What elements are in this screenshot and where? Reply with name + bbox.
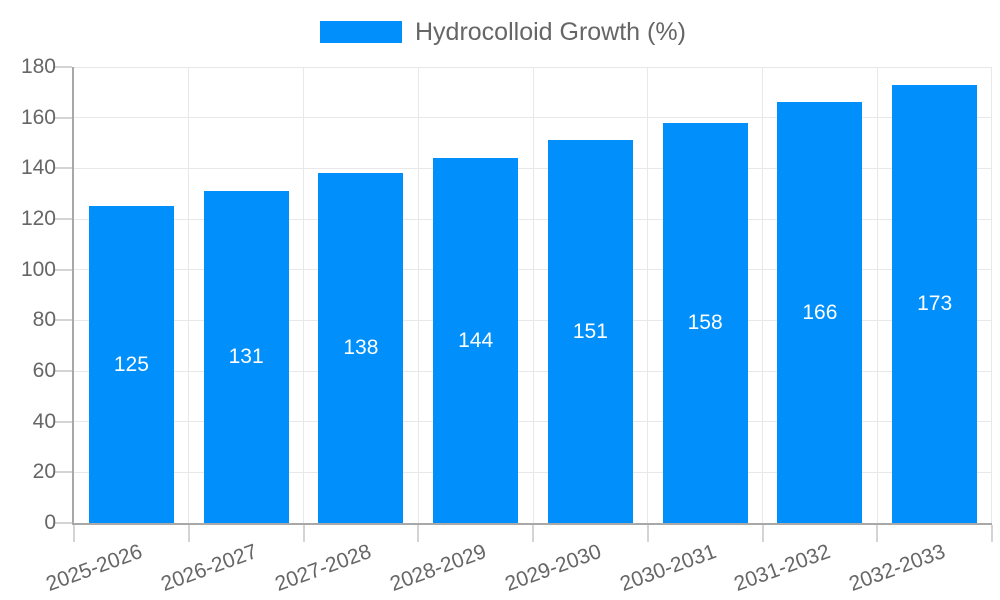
bar-value-label: 151 xyxy=(572,319,608,343)
bar-value-label: 166 xyxy=(802,300,838,324)
y-axis-tick xyxy=(54,116,72,119)
x-axis-tick-label: 2029-2030 xyxy=(501,540,605,596)
gridline-vertical xyxy=(532,67,534,523)
y-axis-tick xyxy=(54,66,72,68)
y-axis-tick-label: 40 xyxy=(32,409,56,433)
y-axis-tick xyxy=(54,420,72,423)
bar-value-label: 125 xyxy=(113,352,149,376)
y-axis-tick-label: 160 xyxy=(20,105,56,129)
y-axis-tick-label: 120 xyxy=(20,207,56,230)
legend-marker[interactable] xyxy=(320,21,402,43)
bar[interactable]: 158 xyxy=(662,122,748,523)
y-axis-tick-label: 20 xyxy=(32,460,56,484)
legend-label: Hydrocolloid Growth (%) xyxy=(415,18,686,46)
x-axis-tick-label: 2025-2026 xyxy=(42,540,146,596)
x-axis-tick-label: 2026-2027 xyxy=(157,540,260,596)
x-axis-tick xyxy=(73,525,75,542)
gridline-vertical xyxy=(303,67,304,523)
x-axis-tick-label: 2032-2033 xyxy=(846,540,949,596)
x-axis-tick-label: 2027-2028 xyxy=(272,540,375,596)
y-axis-tick xyxy=(54,268,72,271)
y-axis-tick-label: 180 xyxy=(20,55,56,78)
bar[interactable]: 173 xyxy=(892,84,978,523)
y-axis-tick-label: 80 xyxy=(32,308,56,332)
x-axis-tick xyxy=(532,525,534,542)
y-axis-tick-label: 0 xyxy=(44,511,56,534)
bar[interactable]: 125 xyxy=(88,206,174,523)
bar-value-label: 158 xyxy=(687,310,723,334)
x-axis-tick-label: 2028-2029 xyxy=(387,540,490,596)
y-axis-tick xyxy=(54,370,72,372)
bar[interactable]: 144 xyxy=(433,158,519,523)
gridline-vertical xyxy=(188,67,190,523)
bar[interactable]: 151 xyxy=(547,140,633,523)
x-axis-tick-label: 2030-2031 xyxy=(616,540,719,596)
x-axis-tick xyxy=(417,525,420,542)
y-axis-tick-label: 140 xyxy=(20,156,56,180)
y-axis-line xyxy=(72,67,74,523)
x-axis-tick xyxy=(876,525,879,542)
bar[interactable]: 166 xyxy=(777,102,863,523)
gridline-vertical xyxy=(762,67,763,523)
bar-value-label: 144 xyxy=(458,328,494,352)
gridline-vertical xyxy=(991,67,992,523)
bar-value-label: 173 xyxy=(917,291,953,315)
legend[interactable]: Hydrocolloid Growth (%) xyxy=(320,18,686,46)
x-axis-tick xyxy=(991,525,993,542)
y-axis-tick xyxy=(54,471,72,474)
x-axis-tick xyxy=(761,525,764,542)
y-axis-tick-label: 60 xyxy=(32,359,56,382)
y-axis-tick xyxy=(54,522,72,524)
x-axis-tick xyxy=(187,525,190,542)
bar-value-label: 138 xyxy=(343,336,379,360)
x-axis-tick xyxy=(302,525,305,542)
bar-value-label: 131 xyxy=(228,345,264,369)
gridline-vertical xyxy=(647,67,649,523)
x-axis-tick-label: 2031-2032 xyxy=(731,540,834,596)
x-axis-tick xyxy=(646,525,649,542)
y-axis-tick xyxy=(54,167,72,170)
bar[interactable]: 138 xyxy=(318,173,404,523)
gridline-vertical xyxy=(876,67,878,523)
y-axis-tick xyxy=(54,218,72,220)
y-axis-tick xyxy=(54,319,72,322)
bar[interactable]: 131 xyxy=(203,191,289,523)
gridline-vertical xyxy=(417,67,419,523)
plot-area: 125 131 138 144 151 158 166 173 xyxy=(54,66,993,542)
y-axis-tick-label: 100 xyxy=(20,257,56,281)
x-axis-line xyxy=(72,523,992,525)
